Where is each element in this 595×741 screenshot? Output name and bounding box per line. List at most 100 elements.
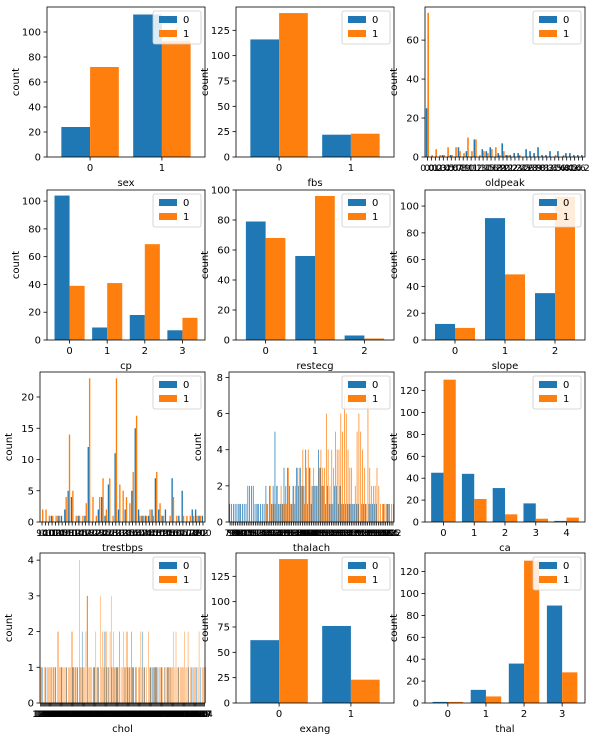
legend: 01 [341,375,391,410]
y-axis-label: count [200,68,211,96]
x-tick-label: 165 [337,529,354,539]
x-tick-label: 182 [52,710,69,720]
x-tick-label: 178 [359,529,376,539]
x-tick-label: 102 [43,529,60,539]
y-axis-label: count [11,251,22,279]
x-tick-label: 3.0 [532,164,547,174]
x-tick-label: 134 [114,529,131,539]
bar-trestbps-s1-160 [172,497,175,522]
x-tick-label: 2 [521,709,527,720]
axes-frame [235,552,395,704]
bar-thalach-s0-144 [307,503,308,522]
x-tick-label: 163 [334,529,351,539]
bar-thalach-s1-180 [371,485,372,522]
x-tick-label: 122 [84,529,101,539]
x-tick-label: 1.5 [480,164,494,174]
x-tick-label: 194 [381,529,398,539]
x-tick-label: 271 [140,710,157,720]
bar-slope-s1-1 [505,274,525,341]
x-tick-label: 178 [50,710,67,720]
bar-thalach-s1-130 [284,503,286,522]
x-tick-label: 247 [114,710,131,720]
legend: 01 [341,10,391,45]
bar-oldpeak-s1-0.9 [463,153,465,157]
x-tick-label: 231 [99,710,116,720]
bar-ca-s0-1 [461,473,475,522]
x-tick-label: 2 [502,528,508,539]
x-tick-label: 303 [164,710,181,720]
x-tick-label: 263 [131,710,148,720]
x-tick-label: 108 [57,529,74,539]
x-tick-label: 100 [37,529,54,539]
legend-swatch-0 [348,562,366,569]
bar-cp-s0-3 [167,330,183,340]
x-tick-label: 305 [166,710,183,720]
x-tick-label: 5.6 [571,164,586,174]
legend-box [152,556,202,591]
x-tick-label: 233 [101,710,118,720]
legend: 01 [532,10,582,45]
bar-trestbps-s0-148 [151,509,153,522]
x-tick-label: 170 [174,529,191,539]
x-tick-label: 130 [276,529,293,539]
x-tick-label: 208 [75,710,92,720]
bar-oldpeak-s0-3.1 [541,155,543,157]
bar-thalach-s0-151 [319,467,321,522]
x-tick-label: 121 [259,529,276,539]
x-tick-label: 183 [53,710,70,720]
axes-frame [424,6,586,158]
x-tick-label: 261 [129,710,146,720]
x-tick-label: 118 [77,529,94,539]
x-tick-label: 218 [85,710,102,720]
x-tick-label: 325 [179,710,196,720]
legend-entry-1: 1 [183,29,189,40]
x-tick-label: 1 [502,346,508,357]
x-tick-label: 244 [111,710,128,720]
bar-trestbps-s0-118 [84,515,86,522]
y-tick-label: 40 [28,103,41,114]
x-tick-label: 167 [41,710,58,720]
bar-restecg-s0-2 [344,335,365,340]
x-tick-label: 136 [121,529,138,539]
bar-trestbps-s1-150 [156,472,158,522]
y-axis-label: count [200,251,211,279]
legend: 01 [532,193,582,228]
x-tick-label: 2.2 [504,164,518,174]
x-tick-label: 140 [127,529,144,539]
bar-thalach-s1-134 [291,503,293,522]
x-tick-label: 122 [261,529,278,539]
x-tick-label: 306 [167,710,184,720]
x-tick-label: 186 [56,710,73,720]
legend-swatch-0 [159,16,177,23]
legend: 01 [532,375,582,410]
x-tick-label: 184 [54,710,71,720]
x-tick-label: 144 [299,529,316,539]
bar-trestbps-s1-94 [42,509,44,522]
bar-thalach-s1-152 [322,467,324,522]
bar-trestbps-s1-142 [139,515,141,522]
x-tick-label: 342 [187,710,204,720]
x-tick-label: 0 [66,346,72,357]
x-tick-label: 120 [258,529,275,539]
x-tick-label: 154 [317,529,334,539]
y-axis-label: count [389,614,400,642]
x-tick-label: 172 [178,529,195,539]
bar-thalach-s0-179 [368,503,370,522]
legend-swatch-1 [159,30,177,37]
x-tick-label: 105 [236,529,253,539]
x-tick-label: 113 [247,529,264,539]
y-tick-label: 40 [406,282,419,293]
x-tick-label: 174 [45,710,62,720]
bar-thalach-s1-145 [309,467,311,522]
x-tick-label: 129 [104,529,121,539]
bar-thalach-s1-172 [358,413,360,522]
bar-thalach-s1-169 [353,503,354,522]
legend-entry-0: 0 [563,561,569,572]
x-tick-label: 180 [51,710,68,720]
y-tick-label: 50 [217,648,230,659]
x-tick-label: 315 [174,710,191,720]
bar-oldpeak-s1-0.8 [459,151,461,157]
bar-thalach-s0-164 [343,503,345,522]
y-tick-label: 80 [406,228,419,239]
x-tick-label: 156 [321,529,338,539]
